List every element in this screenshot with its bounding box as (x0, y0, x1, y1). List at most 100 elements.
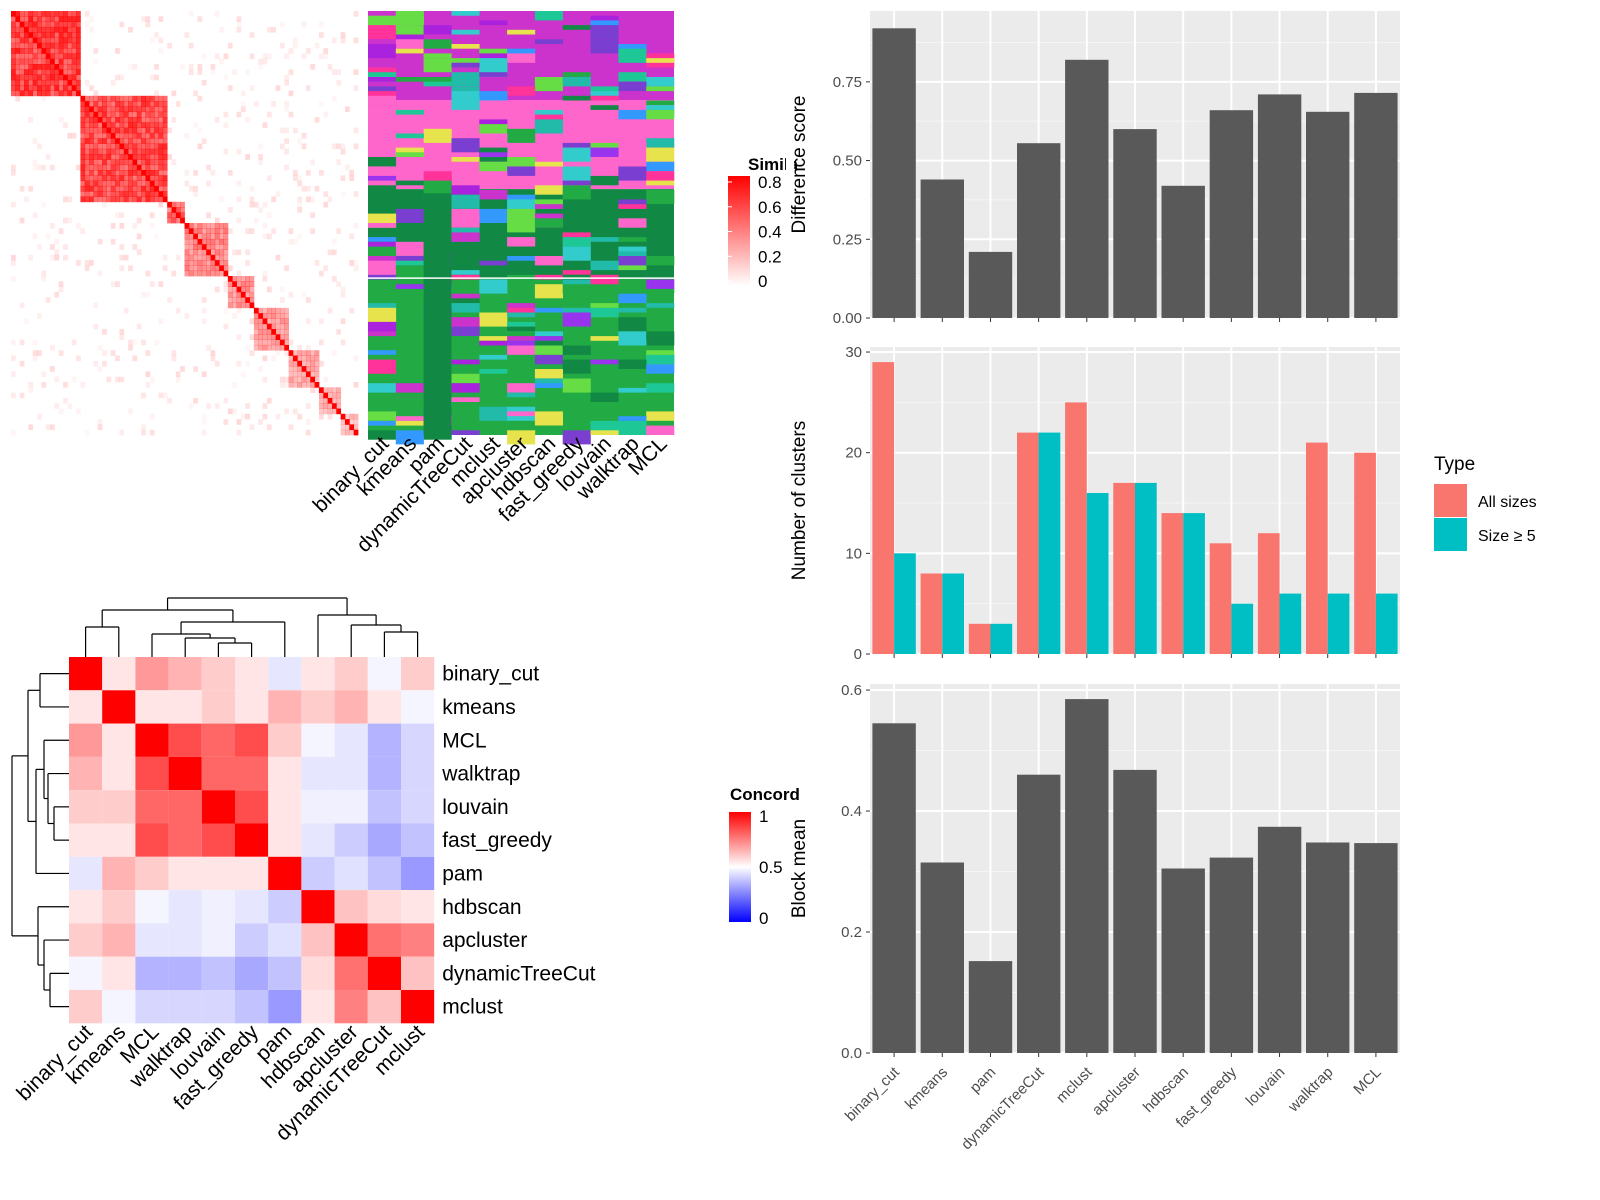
similarity-cell (119, 191, 125, 197)
similarity-cell (93, 127, 99, 134)
similarity-cell (305, 48, 311, 54)
similarity-cell (58, 79, 64, 86)
similarity-cell (19, 37, 25, 44)
similarity-cell (106, 170, 112, 176)
similarity-cell (158, 48, 164, 54)
similarity-cell (11, 260, 16, 266)
similarity-cell (110, 185, 116, 192)
similarity-cell (266, 313, 272, 319)
similarity-cell (193, 270, 198, 277)
similarity-cell (63, 254, 68, 261)
similarity-cell (197, 143, 203, 150)
similarity-cell (349, 429, 355, 436)
similarity-cell (279, 286, 285, 293)
similarity-cell (15, 32, 21, 38)
similarity-cell (11, 392, 16, 399)
similarity-cell (297, 371, 303, 378)
similarity-cell (188, 403, 194, 409)
similarity-cell (275, 329, 281, 335)
similarity-cell (37, 64, 42, 70)
similarity-cell (253, 344, 259, 351)
similarity-cell (145, 154, 151, 160)
similarity-cell (284, 350, 289, 356)
similarity-cell (141, 175, 146, 181)
similarity-cell (15, 79, 21, 86)
similarity-cell (340, 318, 346, 325)
similarity-cell (288, 350, 294, 356)
concordance-row-label: mclust (442, 996, 503, 1019)
similarity-cell (253, 334, 259, 340)
similarity-cell (158, 117, 164, 123)
similarity-cell (58, 26, 64, 33)
similarity-cell (266, 233, 272, 240)
similarity-cell (266, 329, 272, 335)
similarity-cell (310, 360, 316, 367)
similarity-cell (119, 329, 125, 335)
concordance-cell (268, 856, 302, 891)
bar (968, 961, 1013, 1053)
similarity-cell (45, 11, 51, 17)
similarity-cell (19, 53, 25, 60)
similarity-cell (145, 21, 151, 28)
similarity-cell (41, 79, 47, 86)
similarity-cell (353, 413, 359, 420)
membership-cell (534, 11, 563, 21)
membership-cell (646, 256, 675, 266)
similarity-cell (145, 350, 151, 356)
concordance-row-label: pam (442, 862, 483, 885)
membership-cell (618, 237, 647, 242)
similarity-cell (288, 111, 294, 118)
similarity-cell (284, 79, 289, 86)
similarity-cell (271, 313, 276, 319)
type-legend-key (1434, 484, 1467, 517)
similarity-cell (284, 74, 289, 81)
similarity-cell (162, 117, 168, 123)
similarity-cell (180, 212, 185, 219)
similarity-cell (37, 11, 42, 17)
similarity-cell (58, 32, 64, 38)
similarity-cell (115, 196, 120, 203)
similarity-cell (76, 32, 81, 38)
similarity-cell (206, 265, 211, 272)
similarity-cell (162, 143, 168, 150)
similarity-cell (102, 329, 107, 335)
membership-cell (590, 142, 619, 148)
similarity-cell (249, 350, 255, 356)
similarity-cell (106, 154, 112, 160)
membership-cell (562, 180, 591, 186)
membership-cell (562, 95, 591, 101)
similarity-cell (344, 429, 350, 436)
similarity-cell (266, 344, 272, 351)
similarity-cell (210, 265, 216, 272)
membership-cell (507, 411, 536, 417)
similarity-cell (89, 164, 94, 171)
similarity-cell (119, 185, 125, 192)
concordance-cell (135, 990, 169, 1024)
membership-cell (395, 180, 424, 186)
similarity-cell (54, 64, 60, 70)
concordance-cell (367, 856, 401, 891)
concordance-cell (135, 657, 169, 691)
membership-cell (618, 218, 647, 228)
similarity-cell (110, 350, 116, 356)
similarity-cell (54, 85, 60, 91)
similarity-cell (227, 228, 233, 234)
similarity-cell (158, 95, 164, 102)
similarity-cell (158, 154, 164, 160)
similarity-cell (102, 191, 107, 197)
concordance-cell (201, 823, 235, 857)
similarity-cell (128, 164, 133, 171)
similarity-cell (67, 132, 73, 139)
similarity-cell (32, 350, 38, 356)
similarity-cell (106, 376, 112, 383)
similarity-cell (45, 233, 51, 240)
similarity-cell (141, 154, 146, 160)
similarity-cell (314, 260, 320, 266)
similarity-cell (271, 307, 276, 314)
membership-cell (395, 39, 424, 49)
similarity-cell (353, 191, 359, 197)
similarity-cell (63, 382, 68, 388)
membership-cell (395, 48, 424, 54)
similarity-cell (327, 249, 333, 256)
similarity-cell (41, 164, 47, 171)
